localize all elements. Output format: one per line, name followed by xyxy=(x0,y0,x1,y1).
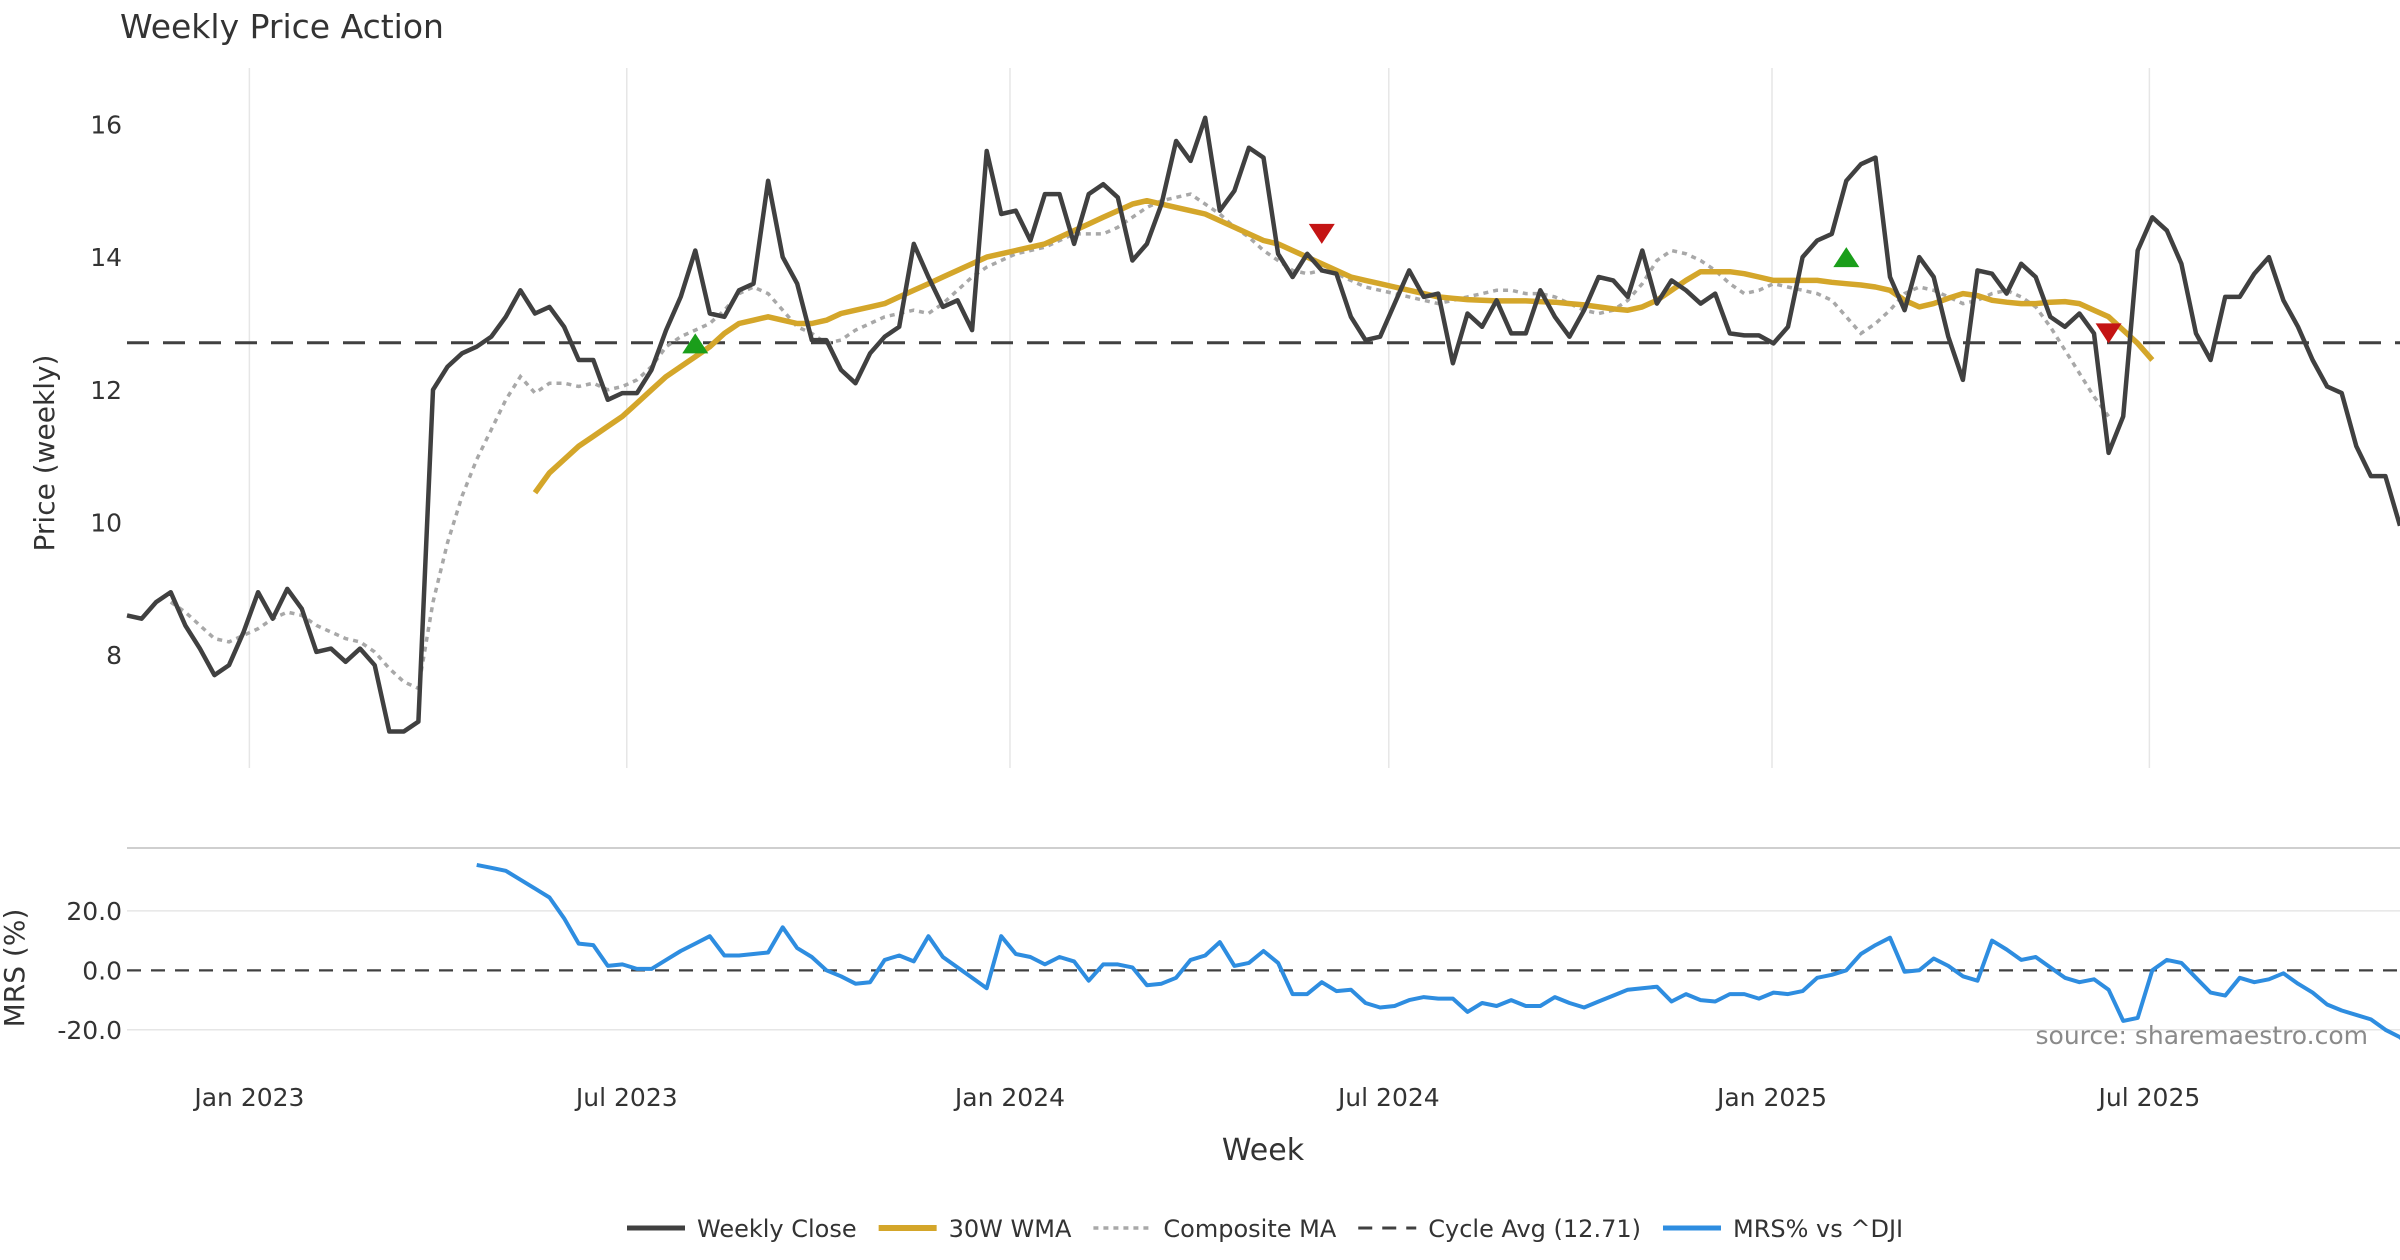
price-grid xyxy=(248,68,2151,768)
sell-signal-marker xyxy=(1308,223,1335,244)
price-y-tick-label: 12 xyxy=(90,376,122,405)
wma-line xyxy=(532,197,2155,495)
mrs-y-tick-label: 0.0 xyxy=(82,956,122,985)
buy-signal-marker xyxy=(682,333,709,354)
weekly-close-line xyxy=(126,115,2400,734)
x-ticks: Jan 2023 Jul 2023 Jan 2024 Jul 2024 Jan 2025… xyxy=(192,1083,2200,1112)
x-tick-label: Jul 2024 xyxy=(1336,1083,1440,1112)
legend: Weekly Close 30W WMA Composite MA Cycle Avg… xyxy=(627,1215,1903,1243)
composite-ma-line xyxy=(169,192,2111,691)
source-note: source: sharemaestro.com xyxy=(2036,1021,2369,1050)
mrs-y-tick-label: -20.0 xyxy=(57,1016,122,1045)
mrs-y-axis-label: MRS (%) xyxy=(0,909,31,1028)
x-tick-label: Jul 2025 xyxy=(2097,1083,2201,1112)
x-tick-label: Jul 2023 xyxy=(574,1083,678,1112)
price-y-ticks: 8 10 12 14 16 xyxy=(90,110,122,670)
price-y-tick-label: 16 xyxy=(90,110,122,139)
price-y-tick-label: 8 xyxy=(106,641,122,670)
sell-signal-marker xyxy=(2095,323,2122,344)
mrs-y-ticks: 20.0 0.0 -20.0 xyxy=(57,897,122,1045)
mrs-line xyxy=(476,862,2400,1041)
legend-label-composite: Composite MA xyxy=(1163,1215,1336,1243)
mrs-y-tick-label: 20.0 xyxy=(66,897,122,926)
legend-label-mrs: MRS% vs ^DJI xyxy=(1733,1215,1903,1243)
x-tick-label: Jan 2023 xyxy=(192,1083,304,1112)
price-y-tick-label: 14 xyxy=(90,243,122,272)
price-y-tick-label: 10 xyxy=(90,509,122,538)
signal-markers xyxy=(682,223,2122,354)
x-tick-label: Jan 2024 xyxy=(953,1083,1065,1112)
buy-signal-marker xyxy=(1833,247,1860,268)
x-tick-label: Jan 2025 xyxy=(1715,1083,1827,1112)
legend-label-close: Weekly Close xyxy=(697,1215,857,1243)
x-axis-label: Week xyxy=(1222,1133,1305,1168)
chart-title: Weekly Price Action xyxy=(120,7,444,46)
legend-label-cycle: Cycle Avg (12.71) xyxy=(1428,1215,1641,1243)
price-y-axis-label: Price (weekly) xyxy=(28,355,61,552)
mrs-grid xyxy=(127,910,2400,1031)
legend-label-wma: 30W WMA xyxy=(949,1215,1072,1243)
